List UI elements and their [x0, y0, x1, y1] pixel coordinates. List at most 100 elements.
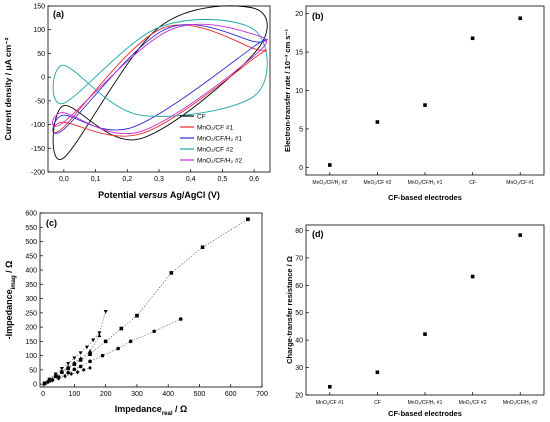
panel-a-ytick-label: 50: [37, 51, 45, 58]
panel-c-xtick-label: 0: [41, 391, 45, 398]
panel-a-ytick-label: -150: [31, 146, 45, 153]
panel-c-ytick-label: 50: [29, 367, 37, 374]
panel-c-xtick-label: 600: [225, 391, 237, 398]
panel-c-series-0-point: [103, 339, 108, 344]
panel-c-series-1-point: [116, 346, 120, 351]
panel-b-point: [518, 16, 522, 21]
panel-d-ytick-label: 50: [295, 310, 303, 317]
panel-a-ytick-label: 0: [41, 75, 45, 82]
panel-d-ytick-label: 80: [295, 228, 303, 235]
panel-a-legend-label: MnO₂/CF #2: [197, 147, 234, 154]
panel-c-ytick-label: 100: [25, 353, 37, 360]
panel-c-xtick-label: 500: [194, 391, 206, 398]
panel-c-series-0-fit: [44, 219, 249, 384]
panel-a-xtick-label: 0,1: [91, 176, 101, 183]
panel-c-ytick-label: 400: [25, 268, 37, 275]
panel-c-ytick-label: 550: [25, 225, 37, 232]
panel-d-ytick-label: 70: [295, 255, 303, 262]
panel-d-ytick-label: 30: [295, 365, 303, 372]
panel-c-series-3-point: [97, 331, 102, 335]
panel-b-xlabel: CF-based electrodes: [388, 193, 462, 202]
panel-a-legend-label: CF: [197, 114, 206, 121]
panel-c-series-2-point: [88, 349, 93, 353]
panel-d-point: [518, 233, 522, 237]
panel-c-ylabel-part: imag: [11, 275, 17, 289]
panel-b-point: [375, 120, 380, 124]
panel-c-series-4-point: [42, 381, 47, 386]
panel-a-legend-label: MnO₂/CF/H₂ #1: [197, 136, 243, 143]
panel-c-series-0-point: [246, 217, 250, 222]
panel-c-series-0-point: [88, 352, 92, 356]
panel-c-series-4-point: [50, 377, 55, 383]
panel-d-ytick-label: 40: [295, 338, 303, 345]
panel-c-xtick-label: 100: [69, 391, 81, 398]
panel-b-point: [423, 103, 427, 107]
panel-c-series-3-point: [91, 338, 96, 343]
panel-c-label: (c): [46, 218, 57, 228]
panel-d-frame: [305, 224, 545, 396]
panel-c-series-2-point: [59, 369, 64, 373]
panel-c-series-2-point: [66, 364, 71, 369]
panel-d-point: [328, 384, 332, 389]
panel-c-series-3-point: [103, 309, 108, 314]
panel-c-series-3-point: [59, 367, 64, 371]
panel-a-ylabel: Current density / μA cm⁻²: [3, 37, 13, 140]
panel-d-point: [423, 332, 427, 336]
panel-a-xtick-label: 0,3: [154, 176, 164, 183]
panel-c-series-0-point: [135, 313, 139, 318]
panel-c-ytick-label: 300: [25, 296, 37, 303]
panel-a-xlabel: Potential versus Ag/AgCl (V): [98, 190, 220, 200]
panel-a-xtick-label: 0,4: [186, 176, 196, 183]
panel-c-series-1-point: [72, 367, 77, 372]
panel-c-xtick-label: 200: [100, 391, 112, 398]
panel-c-series-0-point: [169, 271, 174, 275]
panel-c-series-4-point: [69, 371, 74, 377]
panel-c-ytick-label: 0: [33, 382, 37, 389]
panel-c-series-1-point: [88, 359, 92, 364]
panel-d-xlabel: CF-based electrodes: [388, 409, 462, 418]
panel-c-series-3-point: [66, 362, 71, 366]
panel-c-series-2-point: [78, 356, 83, 360]
panel-c-frame: [39, 212, 263, 388]
panel-b-ytick-label: 15: [295, 50, 303, 57]
panel-c-ylabel: -Impedanceimag / Ω: [4, 261, 17, 340]
panel-c-series-2-point: [97, 333, 102, 338]
panel-b-xtick-label: CF: [469, 180, 476, 186]
panel-c-series-1-point: [78, 364, 83, 369]
panel-d-point: [470, 274, 475, 279]
panel-c-series-3-point: [84, 345, 89, 350]
panel-c-series-0-point: [200, 245, 205, 250]
panel-c-series-3-point: [78, 351, 83, 355]
panel-a-xtick-label: 0,6: [249, 176, 259, 183]
panel-c-xlabel-part: real: [162, 411, 173, 417]
panel-c-ytick-label: 200: [25, 325, 37, 332]
panel-a-xtick-label: 0,2: [122, 176, 132, 183]
panel-c-ytick-label: 500: [25, 239, 37, 246]
panel-c-series-1-point: [178, 317, 183, 321]
panel-c-series-2-fit: [44, 335, 100, 384]
panel-d-ytick-label: 60: [295, 283, 303, 290]
panel-c-xlabel-part: Impedance: [115, 404, 162, 414]
panel-c-ytick-label: 450: [25, 253, 37, 260]
panel-b-xtick-label: MnO₂/CF/H₂ #1: [408, 180, 443, 186]
panel-b-label: (b): [312, 11, 324, 21]
panel-b-ytick-label: 20: [295, 11, 303, 18]
panel-b-point: [470, 36, 475, 41]
panel-b-ytick-label: 5: [299, 126, 303, 133]
panel-d-xtick-label: MnO₂/CF #1: [316, 400, 344, 406]
panel-c-ylabel-part: / Ω: [4, 261, 14, 276]
panel-c-xtick-label: 700: [256, 391, 268, 398]
panel-c-ytick-label: 350: [25, 282, 37, 289]
panel-b-xtick-label: MnO₂/CF #2: [364, 180, 392, 186]
panel-b-ylabel: Electron-transfer rate / 10⁻³ cm s⁻¹: [283, 29, 292, 152]
panel-a-legend-label: MnO₂/CF #1: [197, 125, 234, 132]
panel-c-series-4-point: [46, 379, 50, 385]
panel-a-xlabel-part: Ag/AgCl (V): [168, 190, 220, 200]
panel-d-xtick-label: MnO₂/CF #2: [459, 400, 487, 406]
panel-a-ytick-label: -100: [31, 122, 45, 129]
panel-c-ytick-label: 600: [25, 211, 37, 218]
panel-a-ytick-label: 100: [33, 27, 45, 34]
panel-c-series-1-point: [100, 353, 105, 358]
panel-d-ylabel: Charge-transfer resistance / Ω: [285, 256, 294, 364]
